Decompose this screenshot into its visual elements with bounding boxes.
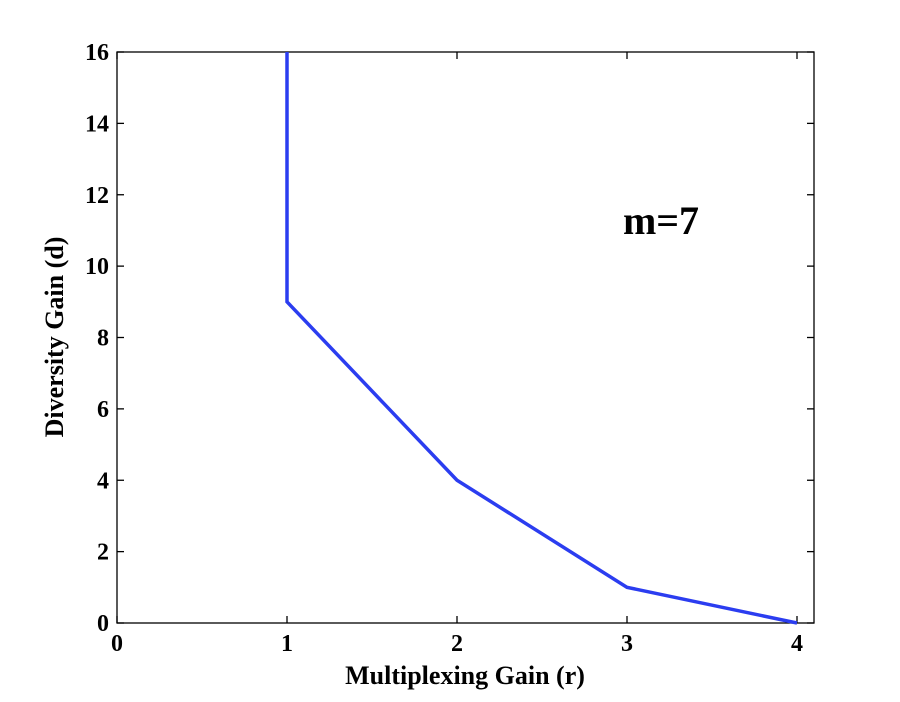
y-tick-label: 10 [85,254,109,280]
y-tick-label: 12 [85,183,109,209]
y-tick-label: 6 [97,397,109,423]
y-tick-label: 14 [85,111,109,137]
series-layer [285,52,798,625]
x-tick-label: 2 [451,631,463,657]
annotation-label: m=7 [623,198,699,243]
y-tick-label: 2 [97,540,109,566]
plot-area-background [117,52,814,623]
x-axis-title: Multiplexing Gain (r) [345,661,585,690]
y-axis-title: Diversity Gain (d) [40,237,69,438]
y-tick-label: 8 [97,326,109,352]
x-tick-label: 0 [111,631,123,657]
x-tick-label: 1 [281,631,293,657]
y-tick-label: 0 [97,611,109,637]
series-line [285,52,798,625]
annotations: m=7 [623,198,699,243]
y-tick-label: 16 [85,40,109,66]
y-tick-label: 4 [97,468,109,494]
x-tick-label: 3 [621,631,633,657]
x-tick-label: 4 [791,631,803,657]
